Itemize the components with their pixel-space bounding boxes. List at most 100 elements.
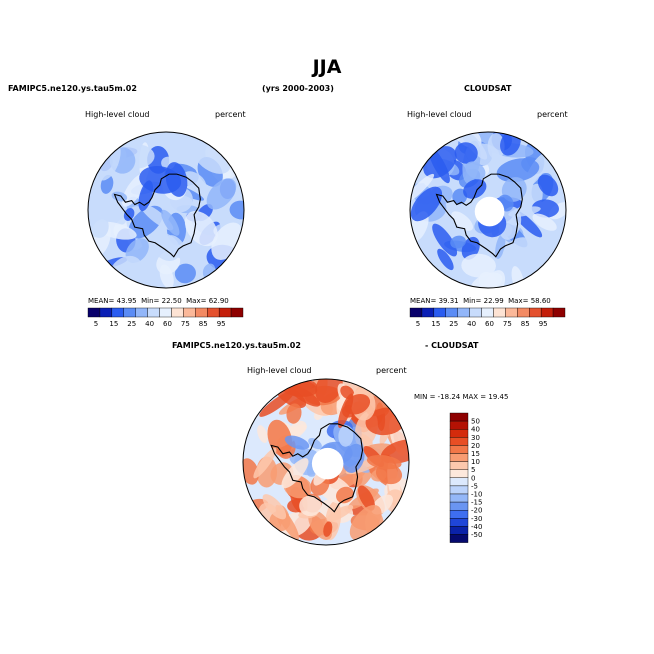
cloud-patch: [531, 199, 560, 218]
colorbar-swatch: [111, 307, 124, 318]
cloud-patch: [323, 521, 333, 537]
cloud-patch: [281, 458, 309, 489]
antarctica-outline: [270, 423, 364, 513]
colorbar-swatch: [540, 307, 554, 318]
colorbar-swatch: [409, 307, 423, 318]
panel1-min-label: Min=: [141, 297, 160, 305]
colorbar-swatch: [449, 437, 469, 446]
map-boundary: [87, 131, 245, 289]
panel1-max-label: Max=: [186, 297, 207, 305]
colorbar-tick-label: -15: [471, 499, 482, 507]
cloud-patch: [451, 211, 473, 231]
cloud-patch: [437, 248, 454, 271]
colorbar-2: 5 15 25 40 60 75 85 95: [409, 307, 566, 328]
cloud-patch: [315, 379, 343, 403]
cloud-patch: [338, 425, 354, 447]
cloud-patch: [151, 232, 181, 261]
colorbar-swatch: [449, 461, 469, 470]
colorbar-swatch: [449, 518, 469, 527]
map-panel-3: [242, 378, 410, 546]
colorbar-1: 5 15 25 40 60 75 85 95: [87, 307, 244, 328]
diff-left-label: FAMIPC5.ne120.ys.tau5m.02: [172, 341, 301, 350]
colorbar-tick-label: -50: [471, 531, 482, 539]
colorbar-swatch: [481, 307, 494, 318]
panel2-min: 22.99: [483, 297, 504, 305]
colorbar-tick-label: 5: [94, 320, 98, 328]
colorbar-swatch: [449, 420, 469, 430]
cloud-patch: [206, 178, 237, 210]
panel2-mean: 39.31: [438, 297, 459, 305]
cloud-patch: [366, 455, 402, 470]
colorbar-tick-label: 75: [181, 320, 190, 328]
colorbar-swatch: [99, 307, 113, 318]
panel2-variable: High-level cloud: [407, 110, 472, 119]
colorbar-tick-label: 60: [163, 320, 172, 328]
colorbar-tick-label: -10: [471, 491, 482, 499]
colorbar-tick-label: 75: [503, 320, 512, 328]
map-panel-2: [409, 131, 567, 289]
colorbar-tick-label: 85: [199, 320, 208, 328]
panel2-min-label: Min=: [463, 297, 482, 305]
colorbar-swatch: [457, 307, 470, 318]
colorbar-tick-label: 50: [471, 418, 480, 426]
colorbar-tick-label: -20: [471, 507, 482, 515]
cloud-patch: [267, 419, 293, 457]
cloud-patch: [88, 210, 109, 238]
colorbar-swatch: [183, 307, 196, 318]
cloud-patch: [286, 403, 302, 424]
map-panel-1: [87, 131, 245, 289]
cloud-patch: [463, 179, 487, 199]
cloud-patch: [336, 486, 354, 504]
colorbar-tick-label: 5: [416, 320, 420, 328]
colorbar-tick-label: 10: [471, 458, 480, 466]
cloud-patch: [344, 394, 371, 415]
colorbar-swatch: [421, 307, 435, 318]
cloud-patch: [532, 213, 557, 231]
colorbar-swatch: [171, 307, 184, 318]
colorbar-swatch: [449, 429, 469, 438]
panel3-variable: High-level cloud: [247, 366, 312, 375]
colorbar-swatch: [159, 307, 172, 318]
colorbar-tick-label: 85: [521, 320, 530, 328]
colorbar-swatch: [195, 307, 208, 318]
panel2-max: 58.60: [530, 297, 551, 305]
cloud-patch: [454, 142, 478, 164]
colorbar-swatch: [449, 493, 469, 503]
colorbar-swatch: [433, 307, 446, 318]
cloud-patch: [460, 132, 488, 160]
colorbar-swatch: [449, 445, 469, 454]
page-title: JJA: [312, 56, 342, 78]
colorbar-swatch: [529, 307, 542, 318]
cloud-patch: [432, 223, 458, 257]
cloud-patch: [288, 384, 321, 407]
colorbar-tick-label: 60: [485, 320, 494, 328]
colorbar-swatch: [445, 307, 458, 318]
colorbar-tick-label: 40: [471, 426, 480, 434]
cloud-patch: [461, 253, 496, 278]
cloud-patch: [182, 171, 207, 191]
cloud-patch: [284, 435, 310, 450]
panel1-max: 62.90: [208, 297, 229, 305]
colorbar-tick-label: 0: [471, 474, 475, 482]
cloud-patch: [257, 425, 268, 443]
panel2-stats: MEAN= 39.31 Min= 22.99 Max= 58.60: [410, 297, 551, 305]
colorbar-swatch: [123, 307, 136, 318]
data-gap-hole: [311, 447, 344, 480]
cloud-patch: [465, 161, 486, 180]
cloud-patch: [161, 209, 180, 236]
colorbar-tick-label: 95: [539, 320, 548, 328]
cloud-patch: [262, 494, 287, 520]
cloud-patch: [253, 447, 277, 479]
cloud-patch: [349, 504, 382, 541]
colorbar-swatch: [552, 307, 566, 318]
colorbar-tick-label: 95: [217, 320, 226, 328]
panel1-mean-label: MEAN=: [88, 297, 115, 305]
cloud-field-1: [88, 132, 244, 288]
colorbar-swatch: [207, 307, 220, 318]
antarctica-outline: [113, 173, 201, 258]
panel1-variable: High-level cloud: [85, 110, 150, 119]
colorbar-swatch: [449, 469, 469, 479]
colorbar-swatch: [449, 485, 469, 495]
panel2-max-label: Max=: [508, 297, 529, 305]
